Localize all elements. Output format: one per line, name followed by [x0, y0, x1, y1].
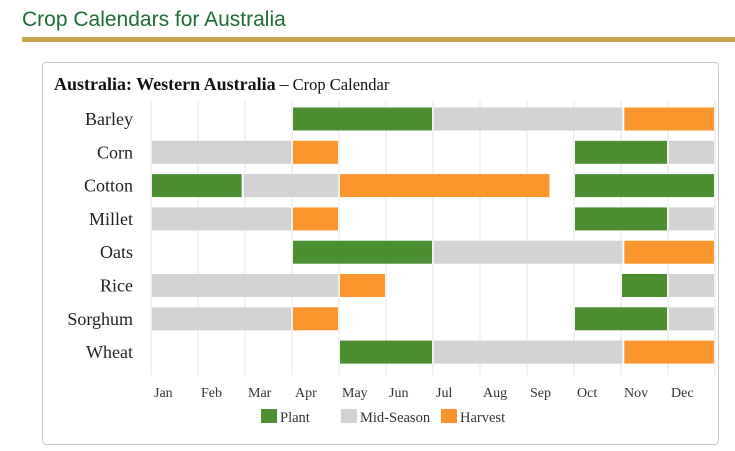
bar-sorghum-mid-season [669, 307, 714, 331]
bar-wheat-mid-season [434, 340, 623, 364]
bar-cotton-mid-season [243, 174, 338, 198]
chart-title-region: Australia: Western Australia [54, 74, 276, 94]
bar-cotton-plant [575, 174, 714, 198]
month-label-dec: Dec [671, 386, 694, 401]
crop-label-barley: Barley [85, 109, 133, 129]
month-label-may: May [342, 386, 368, 401]
bar-sorghum-harvest [293, 307, 338, 331]
month-label-jul: Jul [436, 386, 452, 401]
legend-label-plant: Plant [280, 410, 310, 426]
bar-millet-mid-season [669, 207, 714, 231]
month-label-aug: Aug [483, 386, 507, 401]
bar-barley-mid-season [434, 107, 623, 131]
crop-label-corn: Corn [97, 142, 133, 162]
bar-oats-harvest [624, 240, 714, 264]
bar-sorghum-mid-season [152, 307, 291, 331]
bar-corn-plant [575, 140, 667, 164]
bar-rice-mid-season [152, 274, 338, 297]
crop-label-millet: Millet [89, 209, 133, 229]
month-label-jun: Jun [389, 386, 408, 401]
bar-wheat-harvest [624, 340, 714, 364]
bar-rice-plant [622, 274, 667, 297]
bar-corn-mid-season [152, 140, 291, 164]
bar-wheat-plant [340, 340, 432, 364]
bar-cotton-harvest [340, 174, 550, 198]
bar-rice-harvest [340, 274, 385, 297]
legend-swatch-harvest [441, 409, 457, 423]
legend-label-harvest: Harvest [460, 410, 505, 426]
bar-millet-plant [575, 207, 667, 231]
crop-calendar-panel: Australia: Western Australia – Crop Calend… [42, 62, 719, 445]
chart-title-suffix: Crop Calendar [292, 75, 390, 94]
bar-corn-harvest [293, 140, 338, 164]
bar-corn-mid-season [669, 140, 714, 164]
bar-barley-harvest [624, 107, 714, 131]
month-label-mar: Mar [248, 386, 272, 401]
bar-oats-mid-season [434, 240, 623, 264]
crop-label-oats: Oats [100, 242, 133, 262]
bar-millet-mid-season [152, 207, 291, 231]
month-label-jan: Jan [154, 386, 173, 401]
legend-swatch-plant [261, 409, 277, 423]
crop-label-sorghum: Sorghum [67, 309, 133, 329]
bar-sorghum-plant [575, 307, 667, 331]
chart-title-dash: – [279, 74, 289, 94]
bar-millet-harvest [293, 207, 338, 231]
title-divider [22, 37, 735, 42]
bar-rice-mid-season [669, 274, 714, 297]
crop-label-rice: Rice [100, 276, 133, 296]
legend-label-mid-season: Mid-Season [360, 410, 431, 426]
legend-swatch-mid-season [341, 409, 357, 423]
chart-title: Australia: Western Australia – Crop Calend… [54, 74, 389, 95]
crop-label-wheat: Wheat [86, 342, 133, 362]
bar-oats-plant [293, 240, 432, 264]
month-label-apr: Apr [295, 386, 317, 401]
month-label-nov: Nov [624, 386, 648, 401]
crop-calendar-chart: Barley Corn Cotton Millet Oats Rice Sorghum Whe… [67, 101, 716, 426]
month-label-feb: Feb [201, 386, 222, 401]
month-label-sep: Sep [530, 386, 551, 401]
bar-barley-plant [293, 107, 432, 131]
crop-label-cotton: Cotton [84, 176, 133, 196]
month-label-oct: Oct [577, 386, 597, 401]
page-title: Crop Calendars for Australia [22, 8, 286, 31]
bar-cotton-plant [152, 174, 242, 198]
